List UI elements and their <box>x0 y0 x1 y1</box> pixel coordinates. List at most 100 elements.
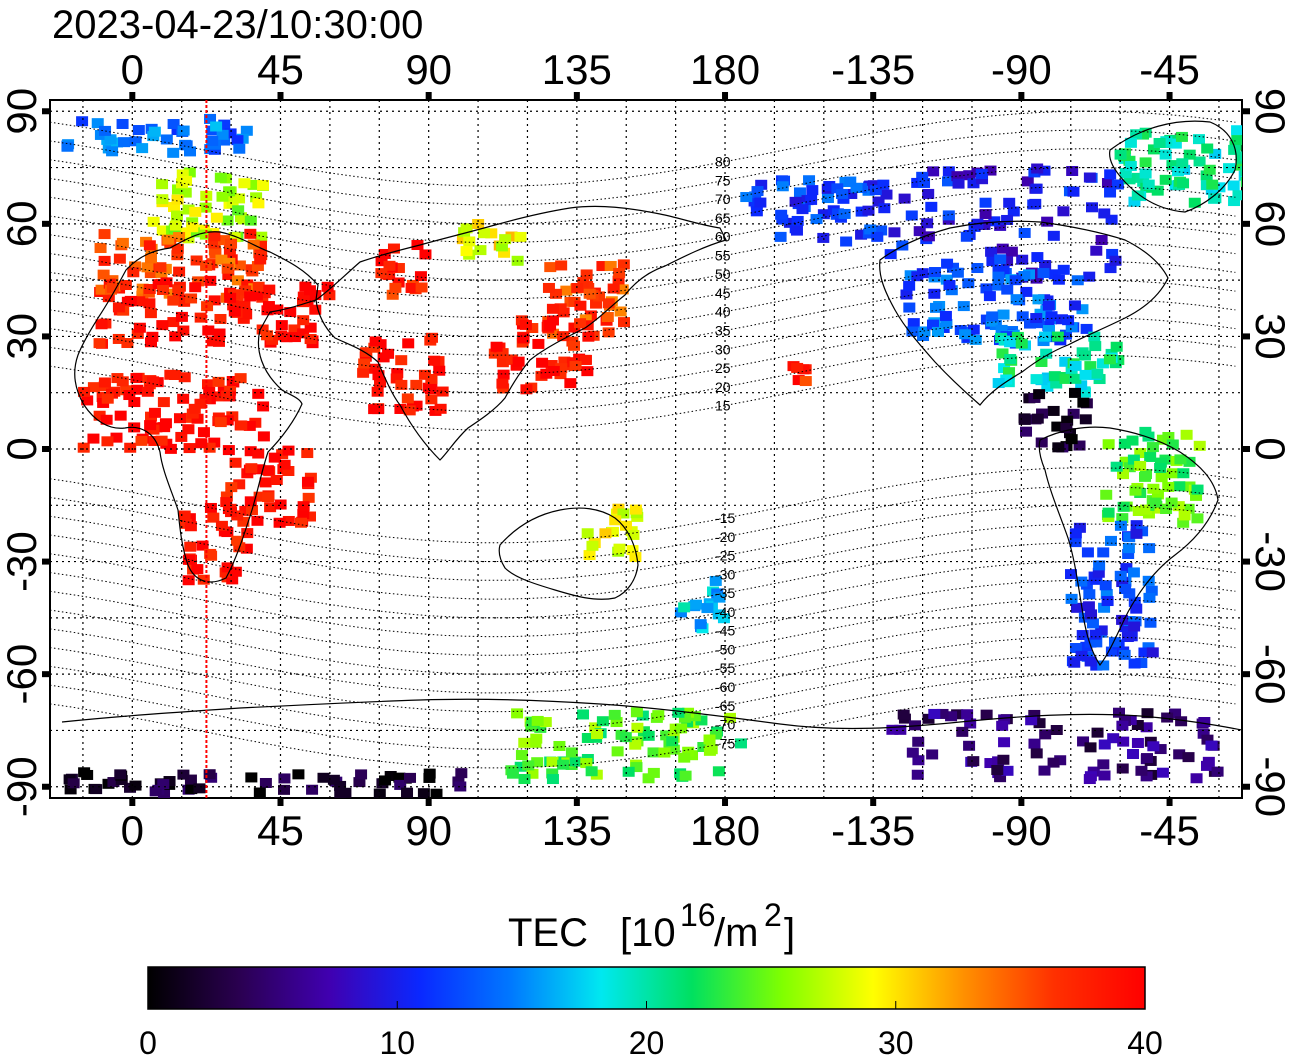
tec-cell <box>111 137 124 148</box>
tec-cell <box>1121 632 1134 643</box>
tec-cell <box>554 369 567 380</box>
tec-cell <box>1068 300 1081 311</box>
tec-cell <box>1124 161 1137 172</box>
tec-cell <box>574 318 587 329</box>
tec-cell <box>855 206 868 217</box>
tec-cell <box>495 241 508 252</box>
tec-cell <box>1142 642 1155 653</box>
tec-cell <box>243 420 256 431</box>
tec-cell <box>270 474 283 485</box>
tec-region-brazil <box>1100 426 1206 528</box>
tec-cell <box>1149 497 1162 508</box>
top-lon-tick-label: 0 <box>121 46 144 93</box>
tec-cell <box>1213 182 1226 193</box>
tec-cell <box>303 511 316 522</box>
tec-cell <box>210 212 223 223</box>
tec-cell <box>609 515 622 526</box>
mlat-contour <box>50 260 1236 337</box>
tec-cell <box>932 326 945 337</box>
tec-cell <box>292 769 305 780</box>
tec-cell <box>613 267 626 278</box>
bottom-lon-tick-label: 45 <box>257 807 304 854</box>
tec-cell <box>131 384 144 395</box>
tec-cell <box>675 723 688 734</box>
tec-cell <box>1097 547 1110 558</box>
tec-cell <box>204 275 217 286</box>
tec-cell <box>177 325 190 336</box>
tec-cell <box>1073 522 1086 533</box>
tec-cell <box>1010 294 1023 305</box>
tec-cell <box>1082 601 1095 612</box>
tec-cell <box>1083 172 1096 183</box>
tec-cell <box>1091 727 1104 738</box>
tec-cell <box>203 769 216 780</box>
tec-cell <box>912 755 925 766</box>
tec-cell <box>880 189 893 200</box>
tec-cell <box>1193 440 1206 451</box>
tec-cell <box>1117 501 1130 512</box>
tec-cell <box>697 741 710 752</box>
tec-cell <box>229 566 242 577</box>
tec-cell <box>792 375 805 386</box>
unit-suffix: ] <box>784 911 795 955</box>
tec-cell <box>1228 196 1241 207</box>
tec-cell <box>178 296 191 307</box>
tec-cell <box>245 772 258 783</box>
tec-cell <box>631 722 644 733</box>
tec-cell <box>148 435 161 446</box>
tec-cell <box>130 373 143 384</box>
tec-cell <box>1177 468 1190 479</box>
tec-cell <box>436 386 449 397</box>
tec-cell <box>574 300 587 311</box>
tec-cell <box>194 398 207 409</box>
tec-cell <box>1183 456 1196 467</box>
tec-cell <box>202 325 215 336</box>
tec-cell <box>156 179 169 190</box>
tec-cell <box>223 191 236 202</box>
tec-cell <box>928 272 941 283</box>
tec-cell <box>225 482 238 493</box>
tec-cell <box>613 543 626 554</box>
tec-cell <box>157 397 170 408</box>
tec-cell <box>244 215 257 226</box>
tec-cell <box>1099 580 1112 591</box>
tec-cell <box>297 328 310 339</box>
tec-cell <box>590 298 603 309</box>
tec-cell <box>927 166 940 177</box>
tec-cell <box>121 338 134 349</box>
tec-cell <box>569 756 582 767</box>
lat-lon-grid <box>50 100 1242 798</box>
tec-cell <box>401 393 414 404</box>
tec-cell <box>131 328 144 339</box>
tec-cell <box>872 196 885 207</box>
tec-cell <box>433 365 446 376</box>
tec-cell <box>225 238 238 249</box>
tec-cell <box>555 260 568 271</box>
tec-cell <box>1154 457 1167 468</box>
tec-cell <box>156 285 169 296</box>
tec-cell <box>754 197 767 208</box>
tec-cell <box>678 752 691 763</box>
tec-cell <box>591 729 604 740</box>
tec-cell <box>1075 576 1088 587</box>
unit-mid: /m <box>714 911 758 955</box>
tec-cell <box>514 761 527 772</box>
tec-cell <box>112 302 125 313</box>
tec-cell <box>611 746 624 757</box>
tec-cell <box>78 767 91 778</box>
tec-cell <box>497 369 510 380</box>
tec-cell <box>167 119 180 130</box>
tec-cell <box>1171 166 1184 177</box>
tec-cell <box>941 258 954 269</box>
tec-cell <box>99 125 112 136</box>
mlat-contour-label: 55 <box>715 247 731 263</box>
tec-cell <box>1095 234 1108 245</box>
tec-cell <box>386 289 399 300</box>
coastline-asia <box>315 205 727 461</box>
right-lat-tick-label: -90 <box>1247 756 1294 817</box>
tec-cell <box>1069 360 1082 371</box>
tec-cell <box>76 116 89 127</box>
mlat-contour-label: -60 <box>715 679 735 695</box>
tec-cell <box>963 170 976 181</box>
tec-cell <box>393 772 406 783</box>
